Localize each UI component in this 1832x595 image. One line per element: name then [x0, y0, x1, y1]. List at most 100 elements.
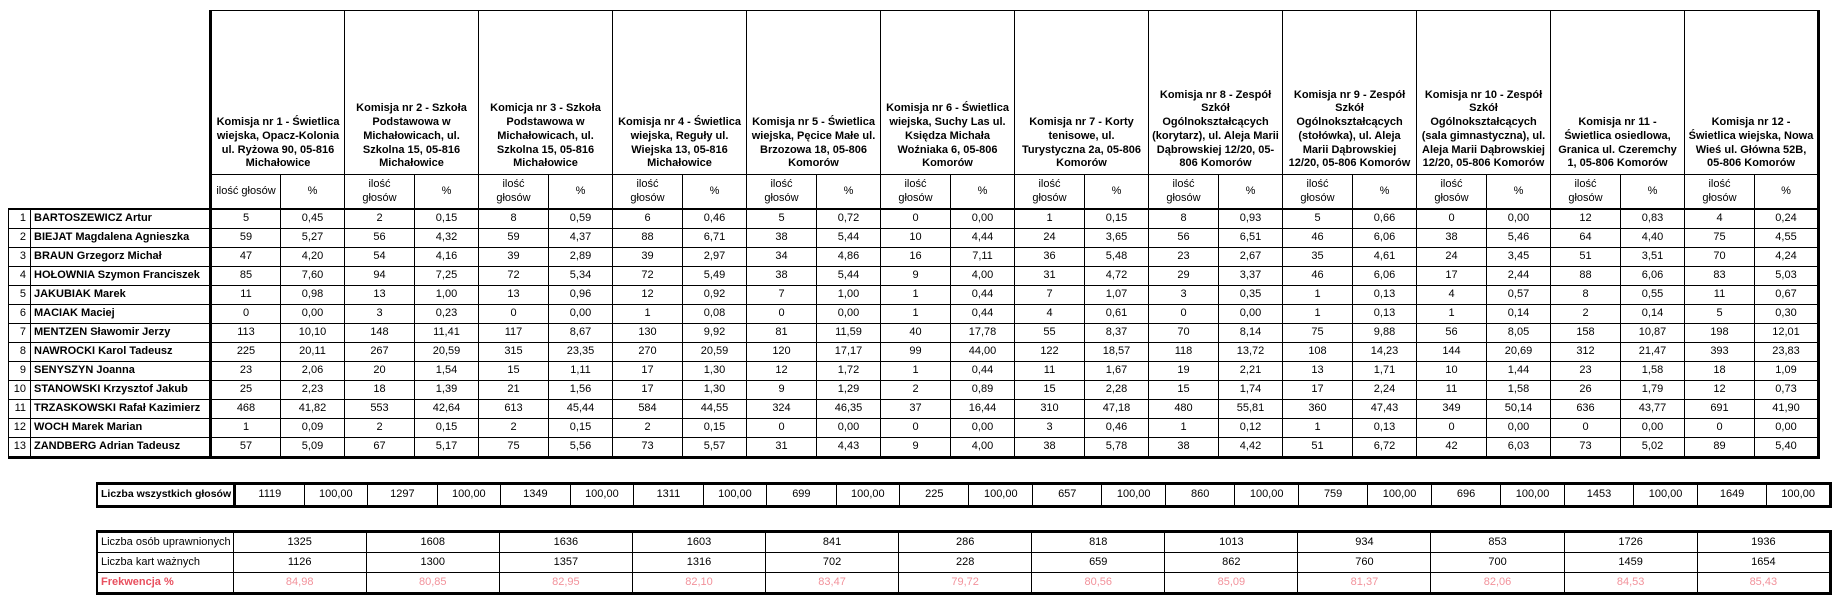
stat-label-cell: Liczba kart ważnych: [95, 552, 234, 573]
statistics-table: Liczba osób uprawnionych 1325 1608 1636 1603…: [95, 530, 1832, 595]
votes-cell: 18: [1684, 361, 1755, 381]
commission-header-cell: Komisja nr 11 - Świetlica osiedlowa, Gra…: [1550, 10, 1685, 175]
votes-cell: 56: [1148, 228, 1219, 248]
votes-cell: 17: [612, 380, 683, 400]
percent-cell: 1,11: [548, 361, 613, 381]
stat-value-cell: 1013: [1164, 530, 1299, 553]
stat-value-cell: 841: [765, 530, 900, 553]
votes-cell: 8: [478, 208, 549, 229]
votes-cell: 38: [746, 228, 817, 248]
percent-cell: 0,00: [1620, 418, 1685, 438]
percent-cell: 0,96: [548, 285, 613, 305]
percent-cell: 1,54: [414, 361, 479, 381]
votes-cell: 310: [1014, 399, 1085, 419]
percent-cell: 0,55: [1620, 285, 1685, 305]
percent-cell: 41,82: [280, 399, 345, 419]
percent-cell: 7,25: [414, 266, 479, 286]
votes-cell: 1: [880, 285, 951, 305]
row-number-cell: 11: [8, 399, 31, 419]
votes-cell: 324: [746, 399, 817, 419]
percent-cell: 4,16: [414, 247, 479, 267]
totals-votes-cell: 1311: [633, 482, 704, 508]
percent-cell: 2,28: [1084, 380, 1149, 400]
votes-cell: 584: [612, 399, 683, 419]
votes-cell: 15: [478, 361, 549, 381]
percent-subheader-cell: %: [1218, 174, 1283, 210]
percent-cell: 0,46: [682, 208, 747, 229]
stat-value-cell: 80,85: [365, 572, 500, 595]
percent-cell: 0,89: [950, 380, 1015, 400]
commission-header-cell: Komisja nr 8 - Zespół Szkół Ogólnokształ…: [1148, 10, 1283, 175]
percent-cell: 5,78: [1084, 437, 1149, 459]
candidate-name-cell: MACIAK Maciej: [30, 304, 211, 324]
percent-cell: 0,14: [1486, 304, 1551, 324]
candidate-name-cell: HOŁOWNIA Szymon Franciszek: [30, 266, 211, 286]
row-number-cell: 13: [8, 437, 31, 459]
totals-percent-cell: 100,00: [835, 482, 901, 508]
votes-cell: 54: [344, 247, 415, 267]
percent-cell: 11,59: [816, 323, 881, 343]
percent-subheader-cell: %: [1084, 174, 1149, 210]
percent-cell: 1,58: [1486, 380, 1551, 400]
percent-cell: 0,57: [1486, 285, 1551, 305]
percent-cell: 1,72: [816, 361, 881, 381]
totals-percent-cell: 100,00: [1367, 482, 1432, 508]
percent-cell: 1,67: [1084, 361, 1149, 381]
stat-value-cell: 85,43: [1696, 572, 1832, 595]
row-number-cell: 6: [8, 304, 31, 324]
votes-cell: 270: [612, 342, 683, 362]
votes-cell: 1: [1282, 304, 1353, 324]
votes-cell: 2: [344, 208, 415, 229]
percent-cell: 0,00: [280, 304, 345, 324]
percent-cell: 0,72: [816, 208, 881, 229]
percent-cell: 42,64: [414, 399, 479, 419]
votes-cell: 13: [1282, 361, 1353, 381]
percent-cell: 20,11: [280, 342, 345, 362]
candidate-row: 10 STANOWSKI Krzysztof Jakub 25 2,23 18 1,39 2…: [8, 380, 1820, 400]
percent-cell: 45,44: [548, 399, 613, 419]
candidate-row: 12 WOCH Marek Marian 1 0,09 2 0,15 2 0,15 2 0,15 0…: [8, 418, 1820, 438]
stat-value-cell: 83,47: [765, 572, 900, 595]
votes-cell: 8: [1148, 208, 1219, 229]
votes-cell: 42: [1416, 437, 1487, 459]
percent-cell: 10,10: [280, 323, 345, 343]
commission-header-cell: Komisja nr 6 - Świetlica wiejska, Suchy …: [880, 10, 1015, 175]
votes-cell: 2: [1550, 304, 1621, 324]
percent-cell: 0,13: [1352, 304, 1417, 324]
votes-cell: 64: [1550, 228, 1621, 248]
votes-cell: 21: [478, 380, 549, 400]
votes-cell: 1: [1282, 285, 1353, 305]
percent-subheader-cell: %: [816, 174, 881, 210]
votes-cell: 0: [746, 418, 817, 438]
votes-cell: 23: [1550, 361, 1621, 381]
votes-cell: 0: [1416, 208, 1487, 229]
votes-cell: 2: [344, 418, 415, 438]
votes-subheader-cell: ilość głosów: [1550, 174, 1621, 210]
votes-cell: 113: [209, 323, 281, 343]
votes-cell: 10: [880, 228, 951, 248]
percent-cell: 0,13: [1352, 285, 1417, 305]
votes-cell: 468: [209, 399, 281, 419]
totals-votes-cell: 699: [766, 482, 837, 508]
percent-cell: 0,00: [1486, 418, 1551, 438]
candidate-name-cell: NAWROCKI Karol Tadeusz: [30, 342, 211, 362]
commission-header-cell: Komisja nr 2 - Szkoła Podstawowa w Micha…: [344, 10, 479, 175]
percent-cell: 2,21: [1218, 361, 1283, 381]
votes-cell: 613: [478, 399, 549, 419]
percent-cell: 0,00: [1754, 418, 1820, 438]
totals-percent-cell: 100,00: [1766, 482, 1832, 508]
percent-cell: 6,06: [1352, 266, 1417, 286]
votes-cell: 3: [1014, 418, 1085, 438]
percent-cell: 1,71: [1352, 361, 1417, 381]
votes-cell: 70: [1684, 247, 1755, 267]
percent-cell: 55,81: [1218, 399, 1283, 419]
percent-cell: 2,89: [548, 247, 613, 267]
stat-value-cell: 82,06: [1430, 572, 1565, 595]
votes-cell: 59: [478, 228, 549, 248]
percent-cell: 1,00: [414, 285, 479, 305]
percent-cell: 1,39: [414, 380, 479, 400]
corner-blank: [9, 11, 31, 210]
percent-cell: 0,15: [682, 418, 747, 438]
row-number-cell: 12: [8, 418, 31, 438]
votes-cell: 8: [1550, 285, 1621, 305]
